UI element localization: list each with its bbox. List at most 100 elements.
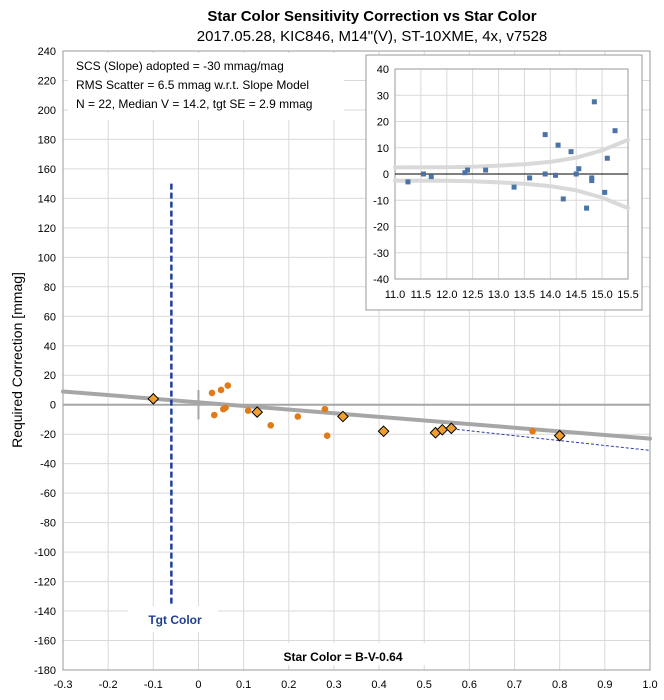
inset-y-tick-labels: 40 30 20 10 0 -10 -20 -30 -40 <box>373 64 389 286</box>
main-x-tick-label: -0.3 <box>54 679 73 691</box>
y-axis-label: Required Correction [mmag] <box>9 272 25 448</box>
main-plot-frame <box>62 50 651 671</box>
main-y-tick-label: -120 <box>34 577 56 589</box>
inset-data-point-square <box>591 99 597 105</box>
inset-data-point-square <box>568 149 574 155</box>
inset-x-tick-label: 14.5 <box>566 289 587 301</box>
main-y-tick-label: -180 <box>34 665 56 677</box>
inset-x-tick-label: 11.5 <box>411 289 432 301</box>
main-y-tick-label: 0 <box>50 400 56 412</box>
main-x-tick-label: 0.5 <box>417 679 432 691</box>
data-point-circle <box>267 422 275 429</box>
inset-x-tick-label: 15.0 <box>591 289 612 301</box>
inset-marks <box>405 99 618 211</box>
annotation-line-1: SCS (Slope) adopted = -30 mmag/mag <box>76 59 284 73</box>
main-x-tick-label: 0.4 <box>371 679 386 691</box>
inset-y-tick-label: 30 <box>377 90 389 102</box>
main-y-tick-label: -100 <box>34 547 56 559</box>
inset-data-point-square <box>405 179 411 185</box>
main-x-tick-label: 0.7 <box>507 679 522 691</box>
annotation-line-3: N = 22, Median V = 14.2, tgt SE = 2.9 mm… <box>76 97 312 111</box>
main-y-tick-label: -140 <box>34 606 56 618</box>
inset-lines <box>393 137 630 211</box>
inset-data-point-square <box>576 166 582 172</box>
inset-x-tick-label: 13.5 <box>514 289 535 301</box>
main-y-tick-label: 240 <box>38 46 56 58</box>
inset-data-point-square <box>589 178 595 184</box>
inset-y-tick-label: 10 <box>377 143 389 155</box>
main-x-tick-label: 1.0 <box>642 679 657 691</box>
data-point-circle <box>224 382 232 389</box>
chart-title: Star Color Sensitivity Correction vs Sta… <box>207 8 536 25</box>
data-point-circle <box>244 407 252 414</box>
main-y-tick-label: 200 <box>38 105 56 117</box>
data-point-circle <box>222 404 229 411</box>
main-x-tick-label: -0.2 <box>99 679 118 691</box>
tgt-color-label-background <box>128 606 218 632</box>
inset-data-point-square <box>462 170 468 176</box>
data-point-diamond <box>377 425 390 438</box>
data-point-diamond <box>445 422 458 435</box>
inset-x-tick-label: 12.0 <box>436 289 457 301</box>
main-y-tick-label: 20 <box>44 370 56 382</box>
main-x-tick-label: 0.8 <box>552 679 567 691</box>
main-x-tick-label: 0.6 <box>462 679 477 691</box>
main-x-tick-label: -0.1 <box>144 679 163 691</box>
data-point-circle <box>208 389 216 397</box>
inset-data-point-square <box>527 175 533 181</box>
data-point-diamond <box>147 392 160 405</box>
chart-subtitle: 2017.05.28, KIC846, M14"(V), ST-10XME, 4… <box>197 28 548 45</box>
main-y-tick-labels: 240220200180160140120100806040200-20-40-… <box>34 46 56 677</box>
main-y-tick-label: -20 <box>40 429 56 441</box>
main-y-tick-label: -80 <box>40 518 56 530</box>
inset-x-tick-label: 12.5 <box>462 289 483 301</box>
main-x-tick-label: 0 <box>195 679 201 691</box>
main-y-tick-label: 140 <box>38 193 56 205</box>
main-y-tick-label: -160 <box>34 636 56 648</box>
inset-x-tick-label: 15.5 <box>617 289 638 301</box>
inset-envelope-lower <box>393 178 630 211</box>
inset-data-point-square <box>604 155 610 161</box>
main-y-tick-label: -60 <box>40 488 56 500</box>
inset-y-tick-label: -20 <box>373 222 389 234</box>
inset-data-point-square <box>542 171 548 177</box>
main-y-tick-label: 60 <box>44 311 56 323</box>
dashed-fit-line <box>446 427 651 451</box>
tgt-color-label: Tgt Color <box>148 613 202 627</box>
inset-data-point-square <box>542 132 548 138</box>
inset-data-point-square <box>602 189 608 195</box>
inset-y-tick-label: 20 <box>377 117 389 129</box>
main-x-tick-label: 0.3 <box>326 679 341 691</box>
data-point-circle <box>323 432 331 439</box>
main-lines <box>61 183 652 612</box>
data-point-diamond <box>251 406 264 418</box>
main-y-tick-label: 40 <box>44 341 56 353</box>
inset-data-point-square <box>428 174 434 180</box>
inset-envelope-upper <box>393 137 630 170</box>
inset-y-tick-label: -40 <box>373 274 389 286</box>
inset-data-point-square <box>483 167 489 173</box>
slope-model-line <box>61 389 652 441</box>
inset-x-tick-labels: 11.0 11.5 12.0 12.5 13.0 13.5 14.0 14.5 15.0 15.5 <box>385 289 639 301</box>
main-y-tick-label: 220 <box>38 75 56 87</box>
inset-data-point-square <box>511 184 517 190</box>
inset-x-tick-label: 13.0 <box>488 289 509 301</box>
x-axis-label: Star Color = B-V-0.64 <box>283 650 402 664</box>
main-x-tick-label: 0.2 <box>281 679 296 691</box>
inset-data-point-square <box>589 175 595 181</box>
main-y-tick-label: -40 <box>40 459 56 471</box>
main-y-tick-label: 160 <box>38 164 56 176</box>
inset-data-point-square <box>612 128 618 134</box>
inset-y-tick-label: -10 <box>373 195 389 207</box>
data-point-circle <box>294 413 302 420</box>
main-y-tick-label: 100 <box>38 252 56 264</box>
data-point-diamond <box>337 410 349 423</box>
data-point-circle <box>321 405 329 413</box>
main-y-tick-label: 80 <box>44 282 56 294</box>
inset-data-point-square <box>573 171 579 177</box>
inset-data-point-square <box>420 171 426 177</box>
main-marks <box>147 382 566 442</box>
inset-y-tick-label: -30 <box>373 248 389 260</box>
inset-data-point-square <box>560 196 566 202</box>
